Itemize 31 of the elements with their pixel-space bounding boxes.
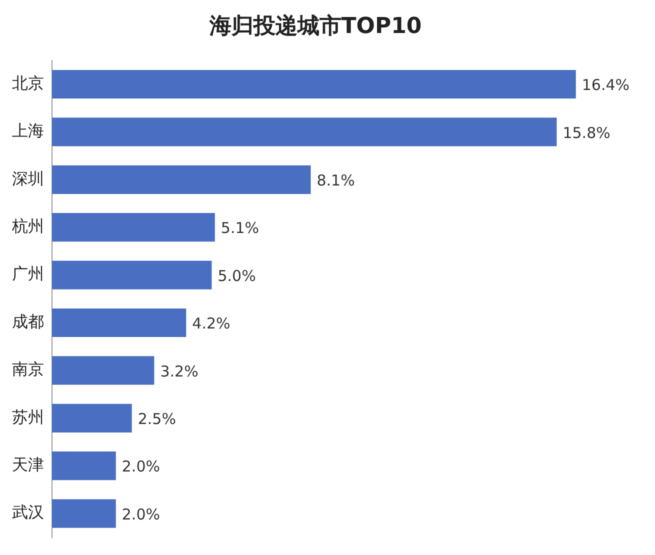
bar <box>52 118 557 146</box>
data-label: 8.1% <box>316 172 355 190</box>
bar <box>52 499 116 528</box>
y-tick-label: 南京 <box>12 360 44 379</box>
y-tick-label: 苏州 <box>12 407 44 426</box>
y-tick-label: 北京 <box>12 73 44 92</box>
bar <box>52 165 311 194</box>
chart-title: 海归投递城市TOP10 <box>208 12 422 39</box>
data-label: 15.8% <box>562 124 610 142</box>
bar <box>52 356 154 385</box>
y-tick-label: 天津 <box>12 455 44 474</box>
bar <box>52 404 132 432</box>
y-tick-label: 深圳 <box>12 168 44 188</box>
data-label: 5.1% <box>220 219 260 238</box>
y-tick-label: 上海 <box>12 121 44 140</box>
bar <box>52 308 186 338</box>
bar <box>52 213 215 242</box>
data-label: 2.5% <box>138 410 176 428</box>
data-label: 16.4% <box>582 76 630 94</box>
bar <box>52 452 116 480</box>
y-tick-label: 杭州 <box>11 216 44 236</box>
data-label: 2.0% <box>122 458 160 476</box>
y-tick-label: 成都 <box>12 312 44 331</box>
data-label: 5.0% <box>218 266 256 285</box>
data-label: 4.2% <box>192 314 230 333</box>
data-label: 2.0% <box>122 505 160 524</box>
y-tick-label: 广州 <box>12 264 44 284</box>
bar <box>52 260 212 290</box>
y-tick-label: 武汉 <box>12 502 44 522</box>
bar <box>52 70 576 99</box>
data-label: 3.2% <box>160 362 198 380</box>
